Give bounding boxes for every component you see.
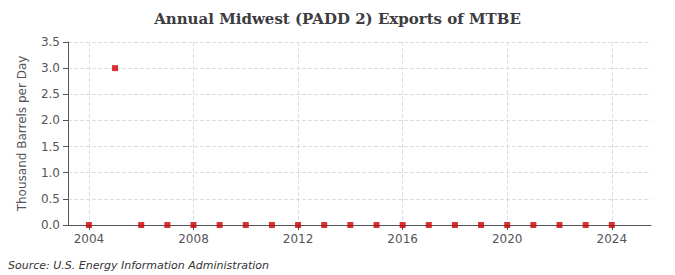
svg-text:2020: 2020: [492, 232, 523, 246]
svg-text:2.0: 2.0: [41, 113, 60, 127]
svg-text:2004: 2004: [74, 232, 105, 246]
svg-text:2012: 2012: [283, 232, 314, 246]
svg-text:2016: 2016: [387, 232, 418, 246]
svg-text:0.0: 0.0: [41, 218, 60, 232]
svg-text:2.5: 2.5: [41, 87, 60, 101]
svg-text:1.5: 1.5: [41, 140, 60, 154]
svg-text:Annual Midwest (PADD 2) Export: Annual Midwest (PADD 2) Exports of MTBE: [153, 10, 521, 28]
svg-text:3.0: 3.0: [41, 61, 60, 75]
svg-text:1.0: 1.0: [41, 166, 60, 180]
svg-text:3.5: 3.5: [41, 35, 60, 49]
svg-text:0.5: 0.5: [41, 192, 60, 206]
svg-text:2024: 2024: [597, 232, 628, 246]
svg-text:Thousand Barrels per Day: Thousand Barrels per Day: [15, 56, 29, 213]
svg-text:2008: 2008: [178, 232, 209, 246]
svg-text:Source: U.S. Energy Informatio: Source: U.S. Energy Information Administ…: [8, 259, 269, 272]
